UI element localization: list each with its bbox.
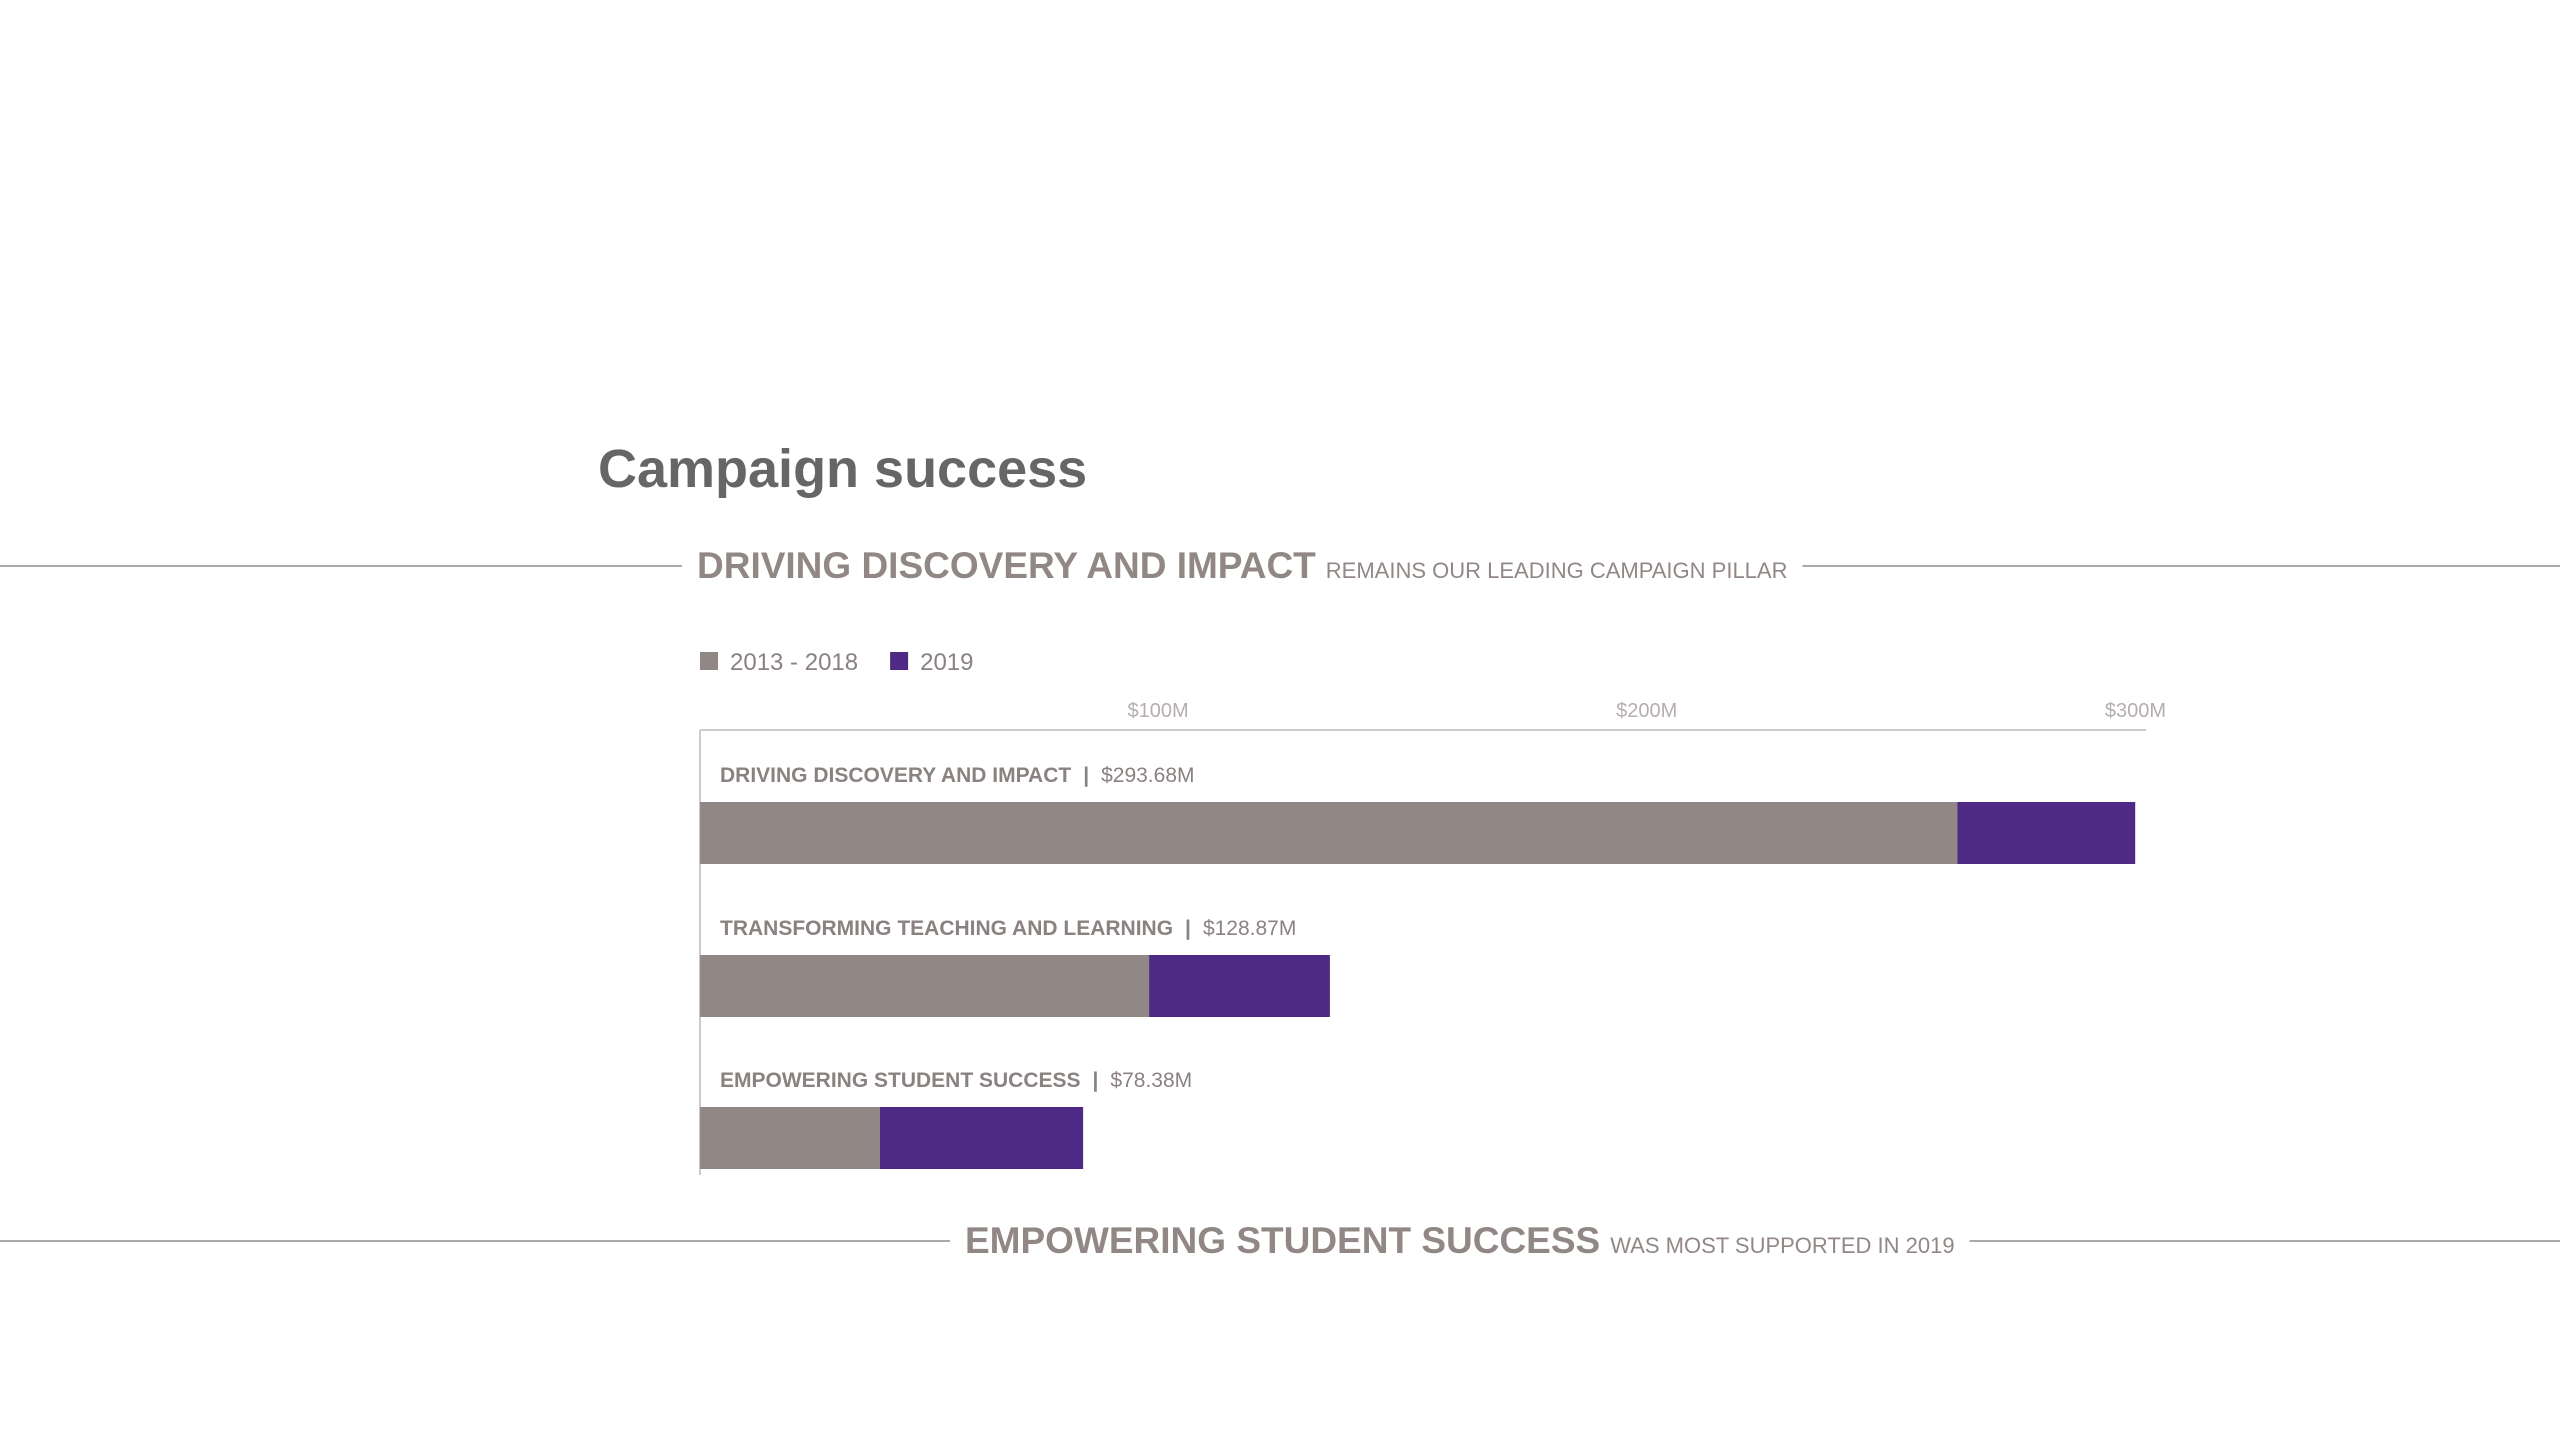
x-tick-label: $100M (1128, 700, 1189, 722)
category-name: TRANSFORMING TEACHING AND LEARNING (720, 917, 1173, 940)
bar-segment (700, 955, 1150, 1017)
legend-swatch (890, 652, 909, 670)
total-label: $78.38M (1110, 1069, 1192, 1092)
total-label: $128.87M (1203, 917, 1296, 940)
banner-strong: DRIVING DISCOVERY AND IMPACT (697, 545, 1316, 586)
total-label: $293.68M (1101, 764, 1194, 787)
category-label: DRIVING DISCOVERY AND IMPACT | $293.68M (720, 764, 1195, 787)
separator: | (1093, 1069, 1099, 1092)
category-name: DRIVING DISCOVERY AND IMPACT (720, 764, 1071, 787)
legend-label: 2013 - 2018 (730, 649, 858, 676)
bar-segment (700, 1107, 880, 1169)
legend-swatch (700, 652, 718, 670)
category-label: TRANSFORMING TEACHING AND LEARNING | $128.… (720, 917, 1296, 940)
separator: | (1185, 917, 1191, 940)
bar-segment (1957, 802, 2136, 864)
banner-rest: REMAINS OUR LEADING CAMPAIGN PILLAR (1326, 558, 1788, 583)
legend-label: 2019 (920, 649, 973, 676)
bar-segment (1149, 955, 1330, 1017)
banner-strong: EMPOWERING STUDENT SUCCESS (965, 1220, 1600, 1261)
banner-rest: WAS MOST SUPPORTED IN 2019 (1610, 1233, 1954, 1258)
banner-text: DRIVING DISCOVERY AND IMPACT REMAINS OUR … (697, 545, 1787, 586)
chart-title: Campaign success (598, 439, 1087, 499)
banner-text: EMPOWERING STUDENT SUCCESS WAS MOST SUPPO… (965, 1220, 1955, 1261)
category-name: EMPOWERING STUDENT SUCCESS (720, 1069, 1081, 1092)
x-tick-label: $200M (1616, 700, 1677, 722)
separator: | (1083, 764, 1089, 787)
category-label: EMPOWERING STUDENT SUCCESS | $78.38M (720, 1069, 1192, 1092)
x-tick-label: $300M (2105, 700, 2166, 722)
bar-segment (700, 802, 1958, 864)
bar-segment (879, 1107, 1084, 1169)
